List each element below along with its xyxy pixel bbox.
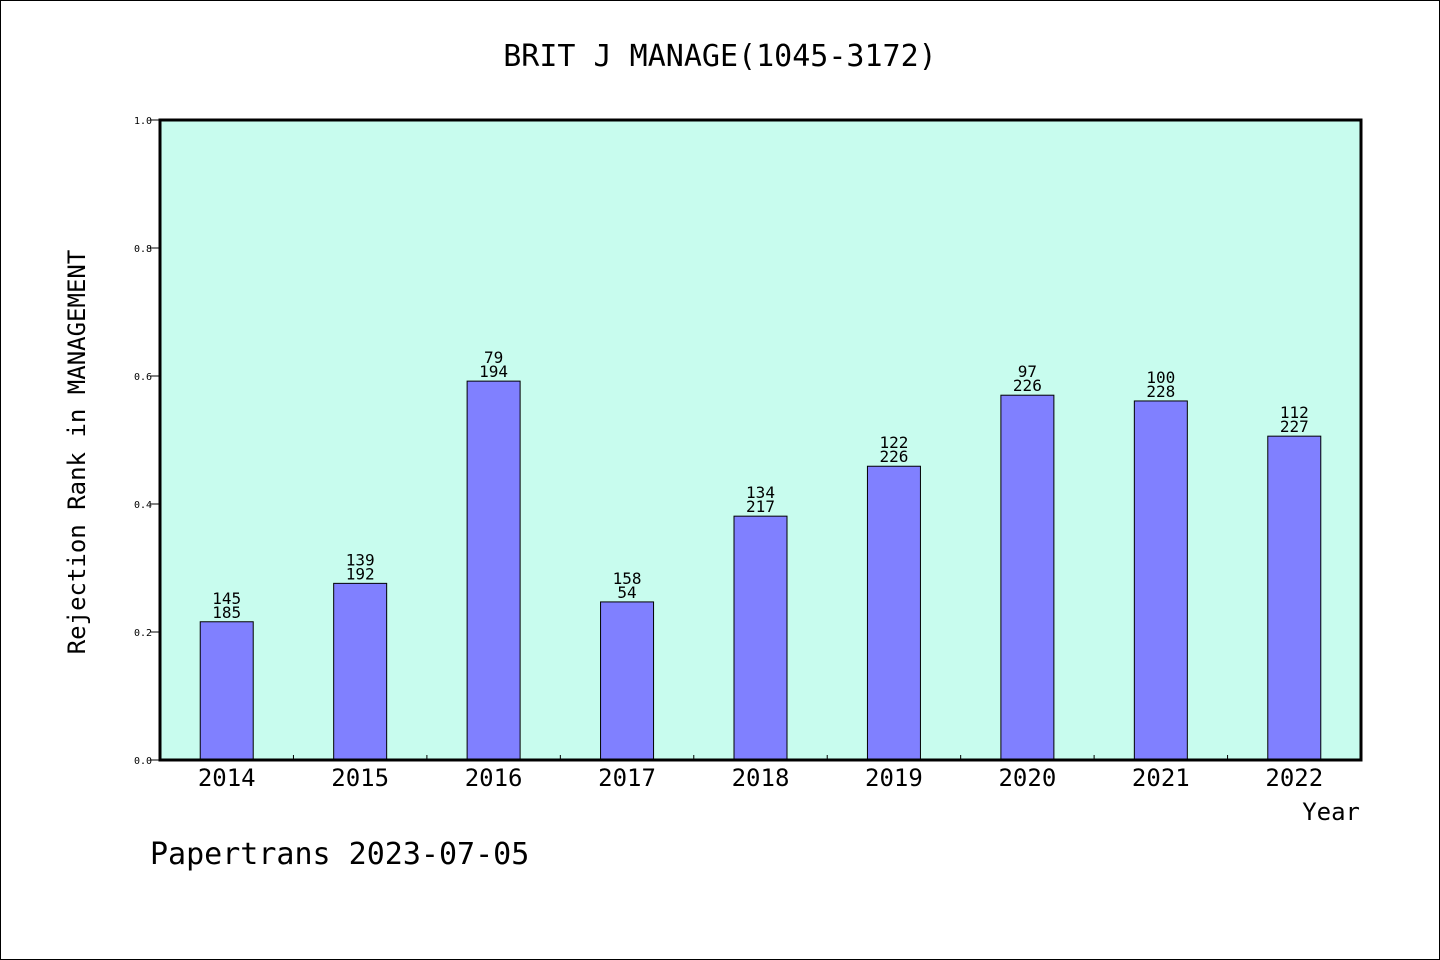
bar-label-bottom: 185 — [212, 603, 241, 622]
x-tick-label: 2017 — [598, 764, 656, 792]
bar-2017 — [600, 601, 655, 761]
bar-label-top: 112 — [1280, 403, 1309, 422]
x-tick-label: 2022 — [1265, 764, 1323, 792]
bar-2021 — [1133, 400, 1188, 761]
bar-label-top: 122 — [879, 433, 908, 452]
bar-label-top: 97 — [1018, 362, 1037, 381]
bar-2015 — [333, 582, 388, 761]
bar-2019 — [866, 465, 921, 761]
x-tick-label: 2014 — [198, 764, 256, 792]
bars-group — [199, 380, 1322, 761]
bar-label-bottom: 217 — [746, 497, 775, 516]
footer-text: Papertrans 2023-07-05 — [150, 837, 529, 872]
bar-2022 — [1267, 435, 1322, 761]
x-tick-label: 2019 — [865, 764, 923, 792]
y-tick-label: 1.0 — [134, 116, 152, 127]
bar-label-bottom: 226 — [879, 447, 908, 466]
x-tick-label: 2016 — [465, 764, 523, 792]
y-axis-label: Rejection Rank in MANAGEMENT — [63, 250, 91, 655]
bar-2018 — [733, 515, 788, 761]
bar-label-top: 145 — [212, 589, 241, 608]
x-tick-label: 2021 — [1132, 764, 1190, 792]
bar-2020 — [1000, 394, 1055, 761]
x-tick-label: 2018 — [732, 764, 790, 792]
bar-label-top: 134 — [746, 483, 775, 502]
bar-2016 — [466, 380, 521, 761]
bar-label-bottom: 226 — [1013, 376, 1042, 395]
plot-area-border — [158, 118, 1363, 762]
y-tick-label: 0.8 — [134, 244, 152, 255]
bar-2014 — [199, 621, 254, 761]
chart-title: BRIT J MANAGE(1045-3172) — [503, 39, 936, 74]
x-tick-label: 2020 — [998, 764, 1056, 792]
y-tick-label: 0.2 — [134, 628, 152, 639]
bar-label-bottom: 227 — [1280, 417, 1309, 436]
bar-label-bottom: 194 — [479, 362, 508, 381]
bar-label-top: 100 — [1146, 368, 1175, 387]
bar-label-bottom: 54 — [617, 583, 636, 602]
y-tick-label: 0.4 — [134, 500, 152, 511]
x-axis: 2014 2015 2016 2017 2018 2019 2020 2021 2022 — [198, 755, 1323, 792]
y-tick-label: 0.6 — [134, 372, 152, 383]
x-tick-label: 2015 — [331, 764, 389, 792]
y-axis: 0.0 0.2 0.4 0.6 0.8 1.0 — [134, 116, 160, 767]
bar-label-bottom: 192 — [346, 564, 375, 583]
x-axis-label: Year — [1302, 798, 1360, 826]
bar-label-top: 79 — [484, 348, 503, 367]
bar-label-top: 139 — [346, 550, 375, 569]
y-tick-label: 0.0 — [134, 756, 152, 767]
bar-label-bottom: 228 — [1146, 382, 1175, 401]
bar-label-top: 158 — [613, 569, 642, 588]
